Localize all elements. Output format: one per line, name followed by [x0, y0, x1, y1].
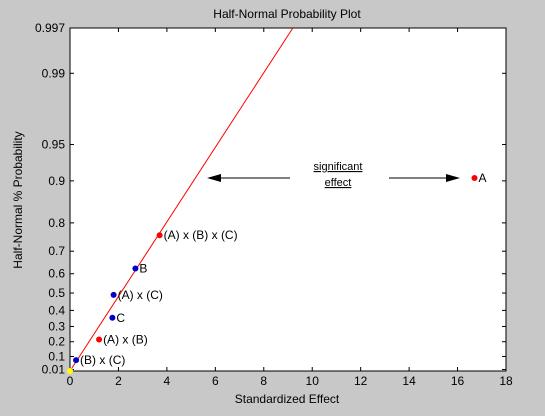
y-tick-label: 0.5 [48, 286, 65, 300]
data-point [132, 265, 139, 272]
chart-title: Half-Normal Probability Plot [213, 7, 361, 21]
plot-contents: 0 2 4 6 8 10 12 14 16 18 0.010.10.2 0.3 0.4 0.5 0.6 0.7… [35, 21, 513, 388]
data-point-label: B [139, 261, 147, 275]
data-point-label: (A) x (B) [103, 332, 148, 346]
y-tick-label: 0.1 [48, 349, 65, 363]
x-tick-label: 18 [499, 374, 513, 388]
data-point-label: (A) x (B) x (C) [164, 228, 238, 242]
x-tick-label: 12 [354, 374, 368, 388]
data-point-label: C [116, 311, 125, 325]
x-tick-label: 4 [164, 374, 171, 388]
y-tick-label: 0.9 [48, 174, 65, 188]
y-tick-label: 0.95 [42, 137, 66, 151]
data-point [156, 232, 163, 239]
plot-area [69, 27, 507, 372]
x-axis-label: Standardized Effect [235, 392, 340, 406]
y-tick-label: 0.01 [42, 363, 66, 377]
annotation-arrowhead-left [207, 174, 221, 183]
data-point-label: (B) x (C) [80, 353, 125, 367]
y-tick-label: 0.4 [48, 303, 65, 317]
y-tick-label: 0.7 [48, 244, 65, 258]
x-tick-label: 14 [402, 374, 416, 388]
x-tick-label: 2 [115, 374, 122, 388]
y-tick-label: 0.6 [48, 267, 65, 281]
y-tick-label: 0.997 [35, 21, 65, 35]
annotation-arrowhead-right [446, 174, 460, 183]
data-point [110, 291, 117, 298]
origin-marker [67, 368, 73, 374]
x-tick-label: 6 [212, 374, 219, 388]
x-tick-label: 8 [260, 374, 267, 388]
reference-line [69, 27, 294, 372]
annotation-line-1: significant [314, 161, 363, 173]
x-tick-label: 16 [451, 374, 465, 388]
data-point-label: A [479, 171, 487, 185]
data-point [471, 175, 478, 182]
data-point-label: (A) x (C) [118, 288, 163, 302]
x-tick-label: 10 [306, 374, 320, 388]
data-point [109, 314, 116, 321]
data-point [73, 357, 80, 364]
y-tick-label: 0.8 [48, 216, 65, 230]
y-tick-label: 0.3 [48, 319, 65, 333]
annotation-line-2: effect [325, 177, 352, 189]
data-point [96, 336, 103, 343]
y-tick-label: 0.2 [48, 335, 65, 349]
x-tick-label: 0 [67, 374, 74, 388]
y-axis-label: Half-Normal % Probability [11, 131, 25, 268]
y-tick-label: 0.99 [42, 66, 66, 80]
